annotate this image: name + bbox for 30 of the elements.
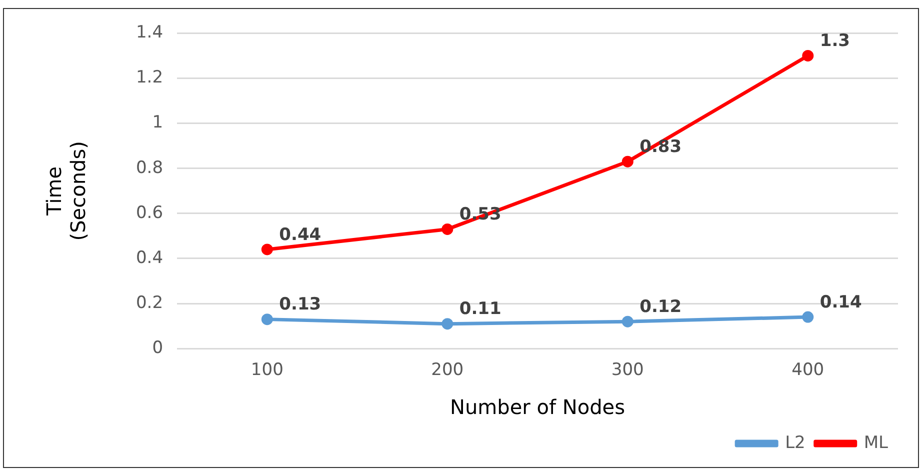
point <box>442 223 454 235</box>
x-tick-label: 400 <box>792 360 824 380</box>
x-axis-title: Number of Nodes <box>450 395 625 420</box>
legend-label: L2 <box>785 432 806 453</box>
y-tick-label: 0.8 <box>136 158 164 178</box>
x-tick-label: 200 <box>431 360 464 380</box>
x-tick-label: 300 <box>611 360 644 380</box>
point <box>802 50 814 62</box>
y-tick-label: 1.4 <box>136 22 164 43</box>
point <box>622 316 634 328</box>
data-label: 0.12 <box>640 296 682 317</box>
data-label: 1.3 <box>820 31 850 52</box>
y-axis-title: Time (Seconds) <box>42 141 90 241</box>
point <box>261 314 273 326</box>
y-tick-label: 0.2 <box>136 292 164 313</box>
point <box>622 156 634 168</box>
y-tick-label: 1.2 <box>136 68 164 88</box>
data-label: 0.44 <box>279 224 322 245</box>
y-tick-label: 0.4 <box>136 248 164 268</box>
point <box>442 318 454 330</box>
data-label: 0.13 <box>279 294 322 315</box>
y-tick-label: 0.6 <box>136 202 164 223</box>
point <box>802 311 814 323</box>
point <box>261 244 273 256</box>
legend-label: ML <box>864 432 889 453</box>
data-label: 0.11 <box>459 299 502 320</box>
data-label: 0.14 <box>820 292 862 312</box>
x-tick-label: 100 <box>250 360 284 380</box>
y-tick-label: 1 <box>152 112 164 133</box>
y-tick-label: 0 <box>152 338 164 358</box>
